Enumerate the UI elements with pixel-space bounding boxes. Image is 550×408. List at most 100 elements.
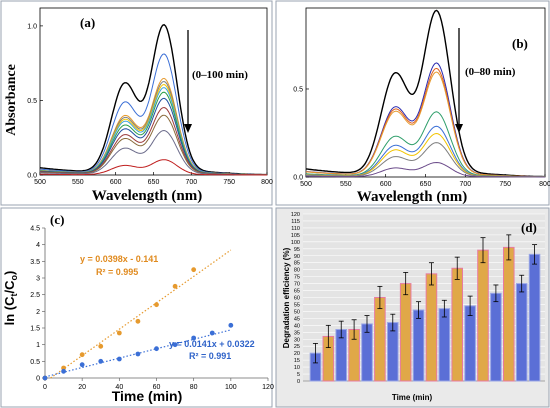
b-plot-area: 500 550 600 650 700 750 800 0.0 0.5 <box>293 7 550 188</box>
y-tick-label: 0 <box>297 379 300 385</box>
x-tick-label: 800 <box>539 181 550 188</box>
y-tick-label: 4 <box>36 242 40 249</box>
data-point-0-7 <box>172 283 178 289</box>
bar-11 <box>451 267 464 382</box>
y-tick-label: 105 <box>291 233 300 239</box>
data-point-0-3 <box>98 343 104 349</box>
y-tick-label: 2 <box>36 309 40 316</box>
a-ylabel: Absorbance <box>4 64 19 136</box>
x-tick-label: 650 <box>148 179 160 186</box>
data-point-0-5 <box>135 318 141 324</box>
x-tick-label: 40 <box>115 384 123 391</box>
y-tick-label: 60 <box>294 296 300 302</box>
y-tick-label: 1.0 <box>27 23 37 30</box>
y-tick-label: 65 <box>294 289 300 295</box>
panel-d: 0510152025303540455055606570758085909510… <box>275 207 550 408</box>
c-r2-orange: R² = 0.995 <box>96 267 138 277</box>
y-tick-label: 3 <box>36 276 40 283</box>
data-point-1-7 <box>172 342 178 348</box>
bar-9 <box>425 273 438 382</box>
y-tick-label: 25 <box>294 344 300 350</box>
b-annotation: (0–80 min) <box>465 66 516 78</box>
c-r2-blue: R² = 0.991 <box>189 351 231 361</box>
y-tick-label: 2.5 <box>30 292 40 299</box>
c-equation-blue: y = 0.0141x + 0.0322 <box>169 339 255 349</box>
y-tick-label: 3.5 <box>30 259 40 266</box>
data-point-0-1 <box>61 365 66 371</box>
y-tick-label: 95 <box>294 247 300 253</box>
bar-6 <box>386 322 399 382</box>
x-tick-label: 550 <box>72 179 84 186</box>
y-tick-label: 100 <box>291 240 300 246</box>
data-point-0-4 <box>116 330 122 336</box>
c-plot-area: 0 20 40 60 80 100 120 0 0.5 1 1.5 2 2.5 3 3.5 4 4.5 <box>30 226 274 392</box>
x-tick-label: 0 <box>43 384 47 391</box>
y-tick-label: 115 <box>291 219 300 225</box>
y-tick-label: 120 <box>291 212 300 218</box>
y-tick-label: 4.5 <box>30 226 40 233</box>
a-xlabel: Wavelength (nm) <box>92 188 202 204</box>
b-xlabel: Wavelength (nm) <box>357 189 467 205</box>
bar-5 <box>374 297 386 382</box>
y-tick-label: 0.0 <box>293 175 303 182</box>
y-tick-label: 1.5 <box>30 326 40 333</box>
y-tick-label: 75 <box>294 275 300 281</box>
bar-16 <box>515 283 528 382</box>
y-tick-label: 0.5 <box>293 86 303 93</box>
a-annotation: (0–100 min) <box>192 69 248 81</box>
bar-17 <box>528 253 541 382</box>
y-tick-label: 15 <box>294 358 300 364</box>
bar-13 <box>477 249 489 382</box>
panel-label-b: (b) <box>512 36 528 51</box>
c-ylabel: ln (Ct/Co) <box>2 271 19 326</box>
d-plot-area: 0510152025303540455055606570758085909510… <box>291 212 545 385</box>
panel-label-a: (a) <box>80 15 95 30</box>
data-point-1-6 <box>154 346 159 352</box>
y-tick-label: 0.0 <box>27 173 37 180</box>
data-point-1-10 <box>228 322 234 328</box>
y-tick-label: 35 <box>294 330 300 336</box>
panel-b: 500 550 600 650 700 750 800 0.0 0.5 (b) Waveleng… <box>275 0 550 206</box>
y-tick-label: 20 <box>294 351 300 357</box>
y-tick-label: 55 <box>294 302 300 308</box>
data-point-1-0 <box>42 375 48 381</box>
spectrum-line-0 <box>305 9 545 178</box>
data-point-0-2 <box>79 352 85 358</box>
a-plot-area: 500 550 600 650 700 750 800 0.0 0.5 1.0 <box>27 7 273 186</box>
data-point-1-2 <box>79 362 85 368</box>
x-tick-label: 800 <box>261 179 273 186</box>
y-tick-label: 10 <box>294 365 300 371</box>
panel-a: 500 550 600 650 700 750 800 0.0 0.5 1.0 (a) Wavel… <box>0 0 273 206</box>
x-tick-label: 700 <box>185 179 197 186</box>
y-tick-label: 40 <box>294 323 300 329</box>
y-tick-label: 30 <box>294 337 300 343</box>
bar-10 <box>438 308 451 382</box>
bar-12 <box>464 305 476 382</box>
data-point-1-3 <box>98 358 104 364</box>
d-ylabel: Degradation efficiency (%) <box>282 247 291 348</box>
data-point-1-5 <box>135 351 141 357</box>
x-tick-label: 60 <box>153 384 161 391</box>
x-tick-label: 100 <box>225 384 237 391</box>
panel-label-c: (c) <box>50 212 64 227</box>
y-tick-label: 70 <box>294 282 300 288</box>
y-tick-label: 45 <box>294 316 300 322</box>
data-point-0-8 <box>191 267 197 273</box>
data-point-1-4 <box>116 356 122 362</box>
x-tick-label: 120 <box>262 384 274 391</box>
y-tick-label: 85 <box>294 261 300 267</box>
panel-label-d: (d) <box>521 220 537 235</box>
bar-15 <box>502 246 515 382</box>
bar-14 <box>490 292 502 382</box>
c-xlabel: Time (min) <box>112 388 183 404</box>
x-tick-label: 650 <box>420 181 432 188</box>
x-tick-label: 20 <box>78 384 86 391</box>
data-point-1-1 <box>61 368 66 374</box>
bar-7 <box>399 283 412 382</box>
y-tick-label: 50 <box>294 309 300 315</box>
bar-8 <box>412 309 425 382</box>
d-xlabel: Time (min) <box>392 393 433 402</box>
y-tick-label: 1 <box>36 342 40 349</box>
